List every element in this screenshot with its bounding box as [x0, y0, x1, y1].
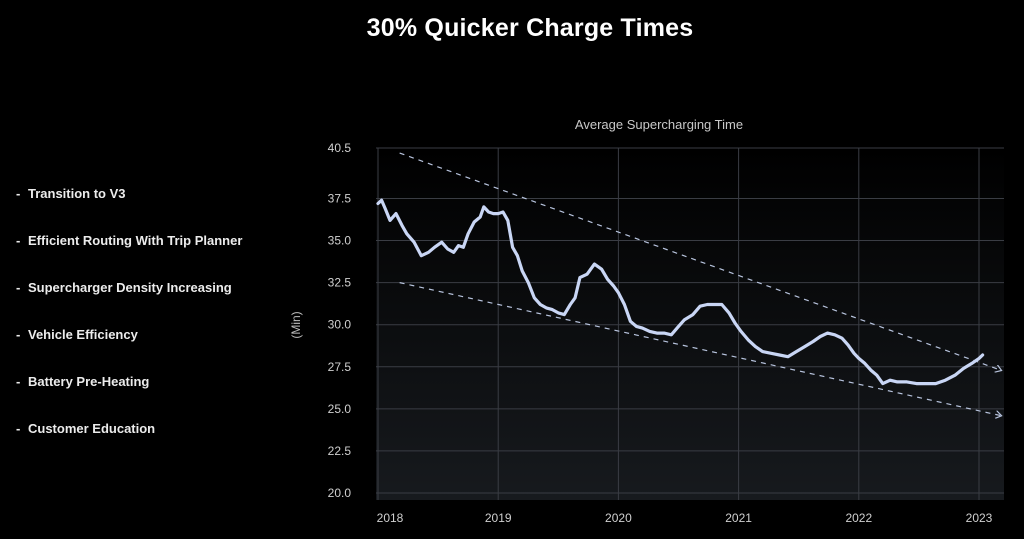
- x-tick-label: 2021: [725, 511, 752, 525]
- bullet-dash: -: [16, 374, 21, 389]
- x-tick-label: 2019: [485, 511, 512, 525]
- bullet-dash: -: [16, 327, 21, 342]
- y-tick-label: 27.5: [328, 360, 352, 374]
- grid-lines: [376, 147, 1004, 500]
- bullet-label: Supercharger Density Increasing: [28, 280, 232, 295]
- x-tick-labels: 2018 2019 2020 2021 2022 2023: [377, 511, 993, 525]
- bullet-label: Vehicle Efficiency: [28, 327, 138, 342]
- x-tick-label: 2023: [966, 511, 993, 525]
- y-axis-label: (Min): [289, 311, 303, 338]
- y-tick-label: 32.5: [328, 276, 352, 290]
- bullet-item: - Efficient Routing With Trip Planner: [16, 233, 242, 280]
- trend-line: [399, 282, 1001, 416]
- bullet-item: - Battery Pre-Heating: [16, 374, 242, 421]
- y-tick-label: 37.5: [328, 191, 352, 205]
- trend-line: [399, 152, 1001, 370]
- bullet-label: Efficient Routing With Trip Planner: [28, 233, 243, 248]
- bullet-label: Customer Education: [28, 421, 156, 436]
- bullet-item: - Transition to V3: [16, 186, 242, 233]
- y-tick-label: 30.0: [328, 318, 352, 332]
- y-tick-label: 22.5: [328, 444, 352, 458]
- bullet-item: - Vehicle Efficiency: [16, 327, 242, 374]
- bullet-dash: -: [16, 233, 21, 248]
- x-tick-label: 2018: [377, 511, 404, 525]
- y-tick-label: 20.0: [328, 486, 352, 500]
- bullet-dash: -: [16, 421, 21, 436]
- y-tick-label: 40.5: [328, 141, 352, 155]
- bullet-label: Transition to V3: [28, 186, 126, 201]
- bullet-item: - Supercharger Density Increasing: [16, 280, 242, 327]
- x-tick-label: 2020: [605, 511, 632, 525]
- page-title: 30% Quicker Charge Times: [366, 14, 694, 42]
- bullet-dash: -: [16, 280, 21, 295]
- y-tick-label: 35.0: [328, 234, 352, 248]
- y-tick-labels: 20.0 22.5 25.0 27.5 30.0 32.5 35.0 37.5 40.5: [328, 141, 352, 500]
- plot-background: [376, 148, 1004, 500]
- bullet-item: - Customer Education: [16, 421, 242, 468]
- series-line: [376, 198, 985, 386]
- chart-title: Average Supercharging Time: [575, 117, 743, 132]
- trend-lines: [399, 152, 1001, 416]
- bullet-label: Battery Pre-Heating: [28, 374, 150, 389]
- bullet-list: - Transition to V3 - Efficient Routing Wit…: [16, 186, 242, 468]
- x-tick-label: 2022: [845, 511, 872, 525]
- y-tick-label: 25.0: [328, 402, 352, 416]
- series-group: [376, 198, 985, 386]
- bullet-dash: -: [16, 186, 21, 201]
